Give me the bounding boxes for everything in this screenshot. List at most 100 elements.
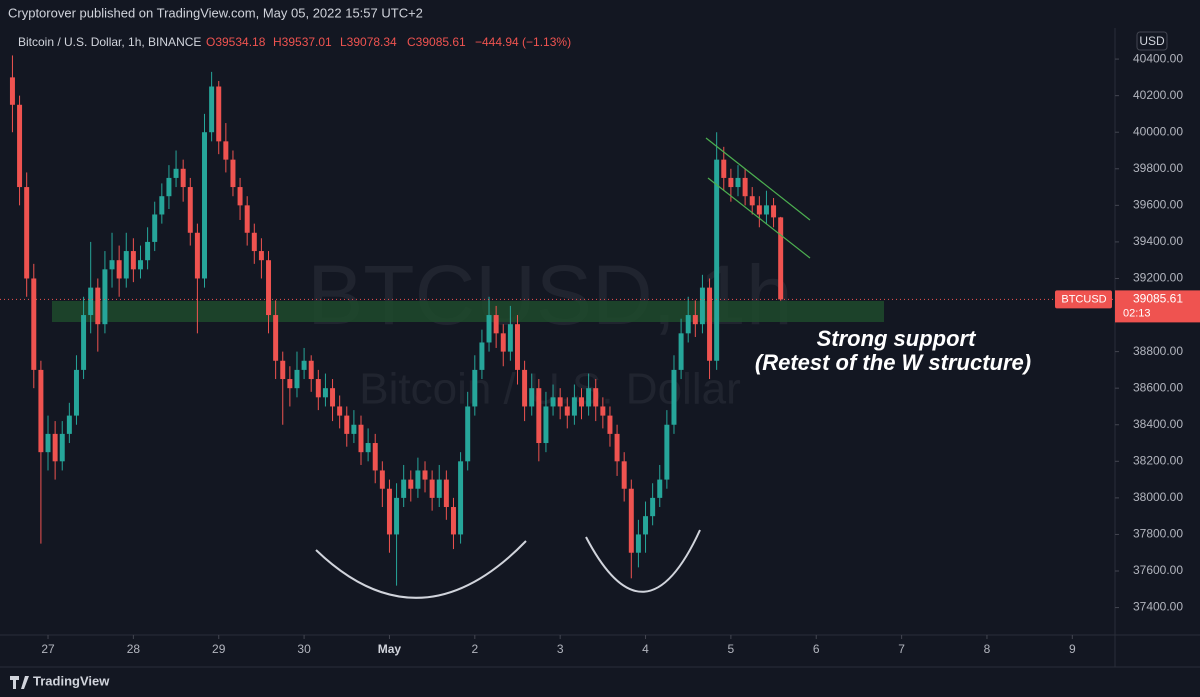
candle-body: [365, 443, 371, 453]
candle-body: [145, 241, 151, 261]
y-tick-label: 38400.00: [1133, 417, 1183, 431]
candle-body: [59, 433, 65, 462]
candle-body: [593, 388, 599, 407]
candle-body: [386, 488, 392, 535]
legend: Bitcoin / U.S. Dollar, 1h, BINANCE O3953…: [18, 35, 571, 49]
candle-body: [507, 324, 513, 352]
candle-body: [216, 86, 222, 142]
candle-body: [308, 360, 314, 380]
candle-body: [443, 479, 449, 508]
candle-body: [301, 360, 307, 370]
x-tick-label: 29: [212, 642, 226, 656]
y-tick-label: 39200.00: [1133, 271, 1183, 285]
candle-body: [24, 187, 30, 279]
support-zone: [52, 301, 884, 322]
watermark: BTCUSD, 1h Bitcoin / U.S. Dollar: [307, 248, 792, 413]
candle-body: [351, 424, 357, 434]
y-tick-label: 38200.00: [1133, 453, 1183, 467]
x-tick-label: 28: [127, 642, 141, 656]
candle-body: [294, 369, 300, 389]
candle-body: [237, 187, 243, 206]
annotation: (Retest of the W structure): [755, 350, 1031, 375]
candle-body: [714, 159, 720, 361]
candle-body: [422, 470, 428, 480]
candle-body: [628, 488, 634, 553]
candle-body: [173, 168, 179, 178]
candle-body: [557, 397, 563, 407]
watermark-description: Bitcoin / U.S. Dollar: [359, 365, 740, 414]
candle-body: [699, 287, 705, 325]
candle-body: [109, 260, 115, 270]
candle-body: [45, 433, 51, 453]
candle-body: [664, 424, 670, 480]
annotation: Strong support: [817, 326, 978, 351]
candle-body: [707, 287, 713, 361]
x-tick-label: 9: [1069, 642, 1076, 656]
x-tick-label: 30: [297, 642, 311, 656]
candle-body: [763, 205, 769, 215]
candle-body: [749, 196, 755, 206]
logo-icon: [10, 676, 29, 689]
candle-body: [543, 406, 549, 444]
x-tick-label: 3: [557, 642, 564, 656]
legend-open: O39534.18: [206, 35, 266, 49]
footer-text: TradingView: [33, 673, 110, 688]
candle-body: [771, 205, 777, 218]
candle-body: [728, 177, 734, 188]
candle-body: [379, 470, 385, 489]
candle-body: [778, 217, 784, 300]
candle-body: [479, 342, 485, 370]
y-tick-label: 37400.00: [1133, 600, 1183, 614]
x-tick-label: 8: [984, 642, 991, 656]
currency[interactable]: USD: [1139, 34, 1165, 48]
y-tick-label: 38600.00: [1133, 380, 1183, 394]
candle-body: [721, 159, 727, 178]
candle-body: [493, 315, 499, 334]
candle-body: [287, 379, 293, 389]
candle-body: [337, 406, 343, 416]
currency-button[interactable]: [1136, 31, 1168, 51]
candle-body: [187, 187, 193, 233]
candle-body: [330, 388, 336, 407]
candle-body: [358, 424, 364, 453]
x-tick-label: 27: [41, 642, 55, 656]
legend-high: H39537.01: [273, 35, 332, 49]
candle-body: [685, 315, 691, 334]
candle-body: [194, 232, 200, 279]
x-tick-label: 4: [642, 642, 649, 656]
candle-body: [465, 406, 471, 462]
x-tick-label: 6: [813, 642, 820, 656]
candle-body: [223, 141, 229, 160]
channel-line: [707, 177, 811, 259]
candle-body: [123, 251, 129, 279]
candle-body: [280, 360, 286, 380]
w-curve: [585, 529, 701, 593]
legend-change: −444.94 (−1.13%): [475, 35, 571, 49]
candle-body: [31, 278, 37, 370]
candle-body: [180, 168, 186, 188]
candle-body: [614, 433, 620, 462]
candle-body: [756, 205, 762, 215]
candle-body: [401, 479, 407, 498]
candle-body: [66, 415, 72, 434]
candle-body: [202, 132, 207, 279]
symbol-box: [1055, 290, 1112, 309]
candle-body: [130, 251, 136, 270]
y-tick-label: 40200.00: [1133, 88, 1183, 102]
candle-body: [643, 516, 649, 535]
candle-body: [522, 369, 528, 407]
y-tick-label: 40000.00: [1133, 124, 1183, 138]
candle-body: [102, 269, 108, 325]
y-tick-label: 40400.00: [1133, 51, 1183, 65]
candle-body: [273, 315, 279, 361]
legend-close: C39085.61: [407, 35, 466, 49]
candle-body: [635, 534, 641, 553]
candle-body: [529, 388, 535, 407]
candle-body: [600, 406, 606, 416]
candle-body: [742, 177, 748, 197]
symbol-label: BTCUSD: [1061, 293, 1106, 305]
footer-logo: TradingView: [10, 673, 110, 689]
countdown-label: 02:13: [1123, 307, 1151, 319]
